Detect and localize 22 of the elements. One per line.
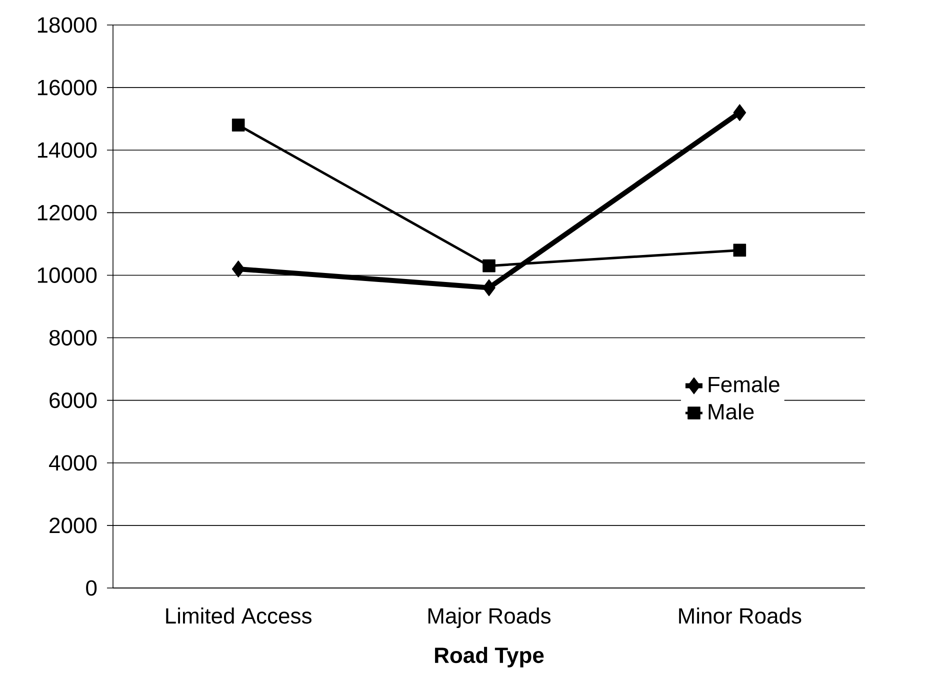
point	[232, 260, 245, 278]
x-tick-label: Minor Roads	[679, 608, 802, 624]
y-tick-label: 8000	[49, 330, 97, 346]
y-tick-label: 14000	[38, 142, 97, 158]
y-tick-label: 10000	[38, 267, 97, 284]
y-tick-label: 18000	[38, 17, 97, 33]
point	[733, 244, 746, 257]
y-tick-label: 0	[86, 580, 97, 596]
y-tick-label: 4000	[49, 455, 97, 471]
y-tick-label: 6000	[50, 392, 97, 408]
legend-label: Male	[708, 403, 754, 420]
point	[232, 118, 245, 132]
legend-label: Female	[708, 376, 780, 392]
point	[733, 104, 746, 121]
point	[482, 279, 496, 296]
x-axis-title: Road Type	[435, 646, 544, 668]
y-tick-label: 16000	[38, 80, 97, 96]
x-tick-label: Limited Access	[166, 608, 312, 624]
y-tick-label: 12000	[38, 204, 97, 220]
x-tick-label: Major Roads	[428, 608, 551, 628]
y-tick-label: 2000	[50, 518, 97, 534]
point	[482, 259, 496, 272]
